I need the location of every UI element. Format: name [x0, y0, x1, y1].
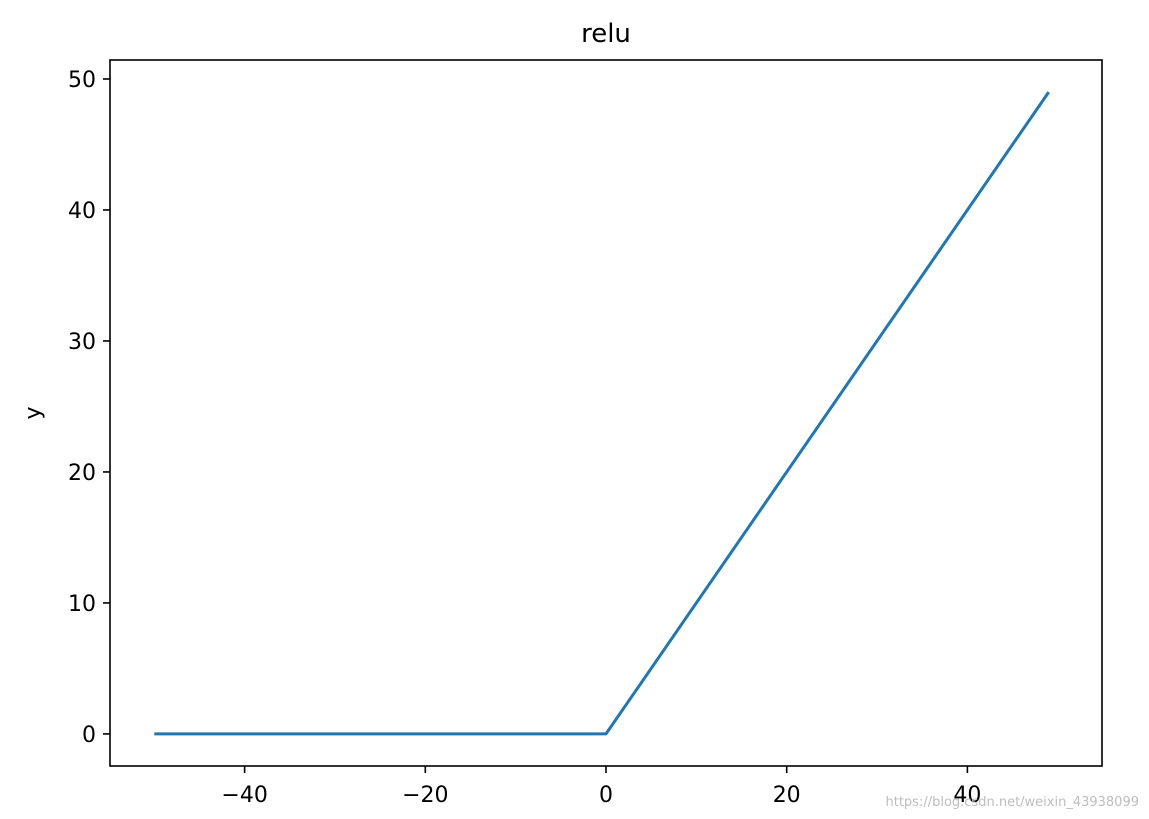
y-axis-label: y: [21, 406, 46, 419]
y-tick-label: 30: [68, 330, 96, 355]
y-tick-label: 20: [68, 461, 96, 486]
x-tick-label: −40: [221, 783, 267, 808]
y-tick-label: 0: [82, 723, 96, 748]
x-tick-label: 0: [599, 783, 613, 808]
x-tick-label: 40: [953, 783, 981, 808]
plot-area: −40 −20 0 20 40 0 10 20 30 40 50: [68, 59, 1103, 808]
y-tick-label: 40: [68, 199, 96, 224]
series-line-0: [154, 91, 1050, 736]
y-tick-label: 10: [68, 592, 96, 617]
y-tick-label: 50: [68, 68, 96, 93]
watermark-text: https://blog.csdn.net/weixin_43938099: [885, 795, 1139, 810]
x-tick-label: 20: [773, 783, 801, 808]
chart-title: relu: [581, 19, 631, 49]
x-tick-label: −20: [402, 783, 448, 808]
